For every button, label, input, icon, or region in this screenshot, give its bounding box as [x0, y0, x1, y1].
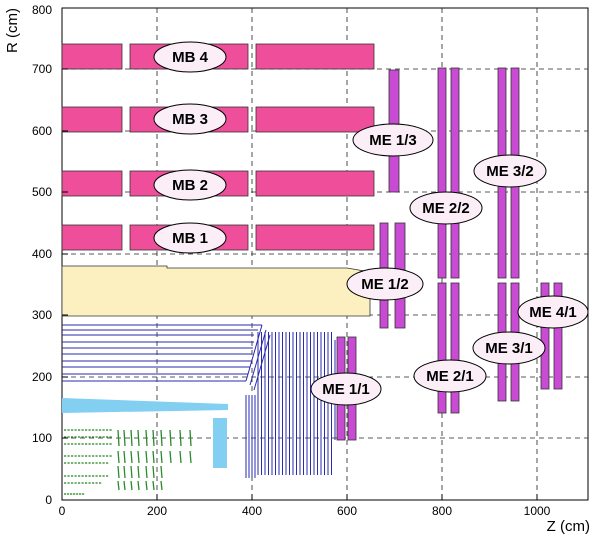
- inner-tracker-disc: [117, 465, 120, 479]
- inner-tracker-disc: [152, 429, 155, 447]
- inner-tracker-disc: [137, 450, 140, 464]
- mb4-segment: [61, 43, 123, 70]
- mb3-text: MB 3: [172, 111, 208, 128]
- mb2-segment: [255, 170, 375, 197]
- inner-tracker-disc: [169, 450, 172, 464]
- label-mb1: MB 1: [153, 222, 227, 254]
- me31-text: ME 3/1: [485, 340, 533, 357]
- x-tick-label: 1000: [524, 504, 551, 518]
- inner-tracker-disc: [137, 465, 140, 479]
- inner-tracker-disc: [117, 450, 120, 464]
- y-tick-label: 300: [32, 308, 52, 322]
- me21-chamber-b: [450, 282, 460, 414]
- y-tick-label: 600: [32, 124, 52, 138]
- inner-tracker-disc: [123, 465, 126, 479]
- inner-tracker-disc: [123, 429, 126, 447]
- x-tick-label: 600: [337, 504, 357, 518]
- silicon-region: [62, 398, 228, 468]
- inner-tracker-disc: [137, 429, 140, 447]
- inner-tracker-disc: [130, 429, 133, 447]
- inner-tracker-disc: [145, 450, 148, 464]
- inner-tracker-disc: [130, 465, 133, 479]
- mb1-text: MB 1: [172, 230, 208, 247]
- label-me41: ME 4/1: [517, 295, 589, 329]
- inner-tracker-disc: [145, 429, 148, 447]
- me41-text: ME 4/1: [529, 304, 577, 321]
- label-me31: ME 3/1: [472, 331, 546, 365]
- chamber-labels: MB 4 MB 3 MB 2 MB 1 ME 1/3 ME 1/2 ME 1/1: [153, 41, 589, 406]
- tracker-barrel-layers: [62, 324, 262, 382]
- me21-chamber-a: [437, 282, 447, 414]
- me22-text: ME 2/2: [422, 200, 470, 217]
- me41-chamber-a: [540, 282, 550, 390]
- mb1-segment: [255, 224, 375, 251]
- inner-tracker-disc: [123, 450, 126, 464]
- y-tick-label: 100: [32, 431, 52, 445]
- inner-tracker-disc: [117, 429, 120, 447]
- mb4-text: MB 4: [172, 49, 208, 66]
- y-tick-label: 500: [32, 185, 52, 199]
- mb1-segment: [61, 224, 123, 251]
- mb4-segment: [255, 43, 375, 70]
- y-tick-labels: 0 100 200 300 400 500 600 700 800: [32, 3, 52, 507]
- y-tick-label: 0: [45, 493, 52, 507]
- x-axis-title: Z (cm): [547, 518, 590, 535]
- silicon-disc-lines: [213, 418, 223, 468]
- me22-chamber-a: [437, 67, 447, 279]
- x-tick-label: 200: [147, 504, 167, 518]
- label-me21: ME 2/1: [413, 359, 487, 393]
- y-tick-label: 800: [32, 3, 52, 17]
- label-me11: ME 1/1: [310, 372, 382, 406]
- inner-tracker-disc: [130, 450, 133, 464]
- me32-text: ME 3/2: [486, 163, 534, 180]
- inner-tracker-disc: [137, 480, 140, 491]
- mb2-segment: [61, 170, 123, 197]
- inner-tracker-disc: [160, 450, 163, 464]
- me41-chamber-b: [553, 282, 563, 390]
- x-tick-label: 0: [59, 504, 66, 518]
- inner-tracker-disc: [160, 480, 163, 491]
- label-mb4: MB 4: [153, 41, 227, 73]
- inner-tracker-disc: [130, 480, 133, 491]
- inner-tracker-disc: [160, 465, 163, 479]
- y-axis-title: R (cm): [4, 8, 21, 53]
- inner-tracker-disc: [117, 480, 120, 491]
- inner-tracker-disc: [152, 465, 155, 479]
- inner-tracker-disc: [152, 450, 155, 464]
- axis-ticks: [61, 7, 538, 500]
- mb3-segment: [255, 106, 375, 133]
- me21-text: ME 2/1: [426, 368, 474, 385]
- x-tick-label: 800: [432, 504, 452, 518]
- label-mb3: MB 3: [153, 103, 227, 135]
- inner-tracker-disc: [145, 465, 148, 479]
- inner-tracker-disc: [152, 480, 155, 491]
- me22-chamber-b: [450, 67, 460, 279]
- inner-tracker-disc: [160, 429, 163, 447]
- inner-tracker-disc: [123, 480, 126, 491]
- label-me12: ME 1/2: [346, 267, 424, 301]
- label-me13: ME 1/3: [352, 123, 434, 157]
- label-me32: ME 3/2: [473, 154, 547, 188]
- me11-text: ME 1/1: [322, 381, 370, 398]
- calorimeter-region: [61, 265, 371, 317]
- inner-tracker-disc: [169, 429, 172, 447]
- me13-text: ME 1/3: [369, 132, 417, 149]
- inner-tracker: [64, 429, 192, 495]
- label-mb2: MB 2: [153, 169, 227, 201]
- y-tick-label: 200: [32, 370, 52, 384]
- inner-tracker-disc: [189, 429, 192, 447]
- label-me22: ME 2/2: [409, 191, 483, 225]
- mb2-text: MB 2: [172, 177, 208, 194]
- y-tick-label: 400: [32, 247, 52, 261]
- inner-tracker-disc: [179, 450, 182, 464]
- inner-tracker-disc: [189, 450, 192, 464]
- y-tick-label: 700: [32, 62, 52, 76]
- x-tick-labels: 0 200 400 600 800 1000: [59, 504, 551, 518]
- me12-text: ME 1/2: [361, 276, 409, 293]
- x-tick-label: 400: [242, 504, 262, 518]
- mb3-segment: [61, 106, 123, 133]
- inner-tracker-disc: [145, 480, 148, 491]
- inner-tracker-disc: [179, 429, 182, 447]
